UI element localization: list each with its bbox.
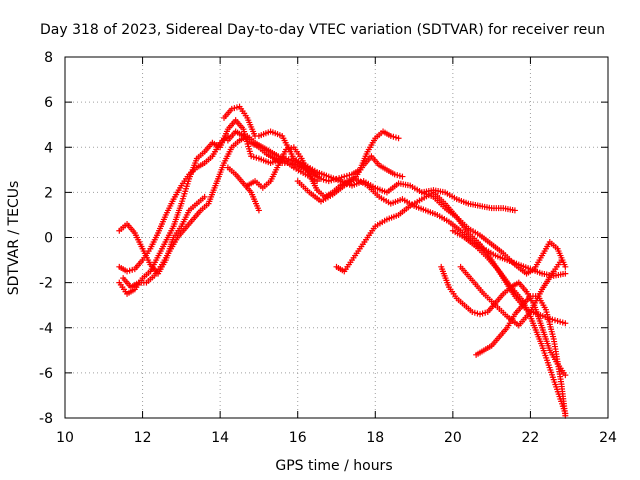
series-sat-b <box>116 132 231 275</box>
axis-ticks <box>64 56 609 419</box>
x-tick-label: 20 <box>444 430 462 446</box>
x-axis-label: GPS time / hours <box>275 458 392 474</box>
x-tick-label: 12 <box>134 430 152 446</box>
data-point <box>562 263 569 270</box>
x-tick-label: 10 <box>56 430 74 446</box>
data-point <box>562 270 569 277</box>
data-point <box>201 193 208 200</box>
data-point <box>395 135 402 142</box>
y-tick-label: -8 <box>39 411 53 427</box>
data-point <box>562 372 569 379</box>
plot-frame <box>64 56 609 419</box>
series-sat-p <box>457 257 565 329</box>
data-points <box>116 103 569 419</box>
series-sat-o <box>418 189 569 277</box>
series-sat-a <box>116 117 321 297</box>
data-point <box>562 410 569 417</box>
y-tick-label: 2 <box>44 185 53 201</box>
x-tick-label: 16 <box>289 430 307 446</box>
y-tick-label: -6 <box>39 366 53 382</box>
data-point <box>255 207 262 214</box>
chart-title: Day 318 of 2023, Sidereal Day-to-day VTE… <box>40 22 605 38</box>
series-sat-j <box>294 175 569 279</box>
x-tick-label: 22 <box>522 430 540 446</box>
y-tick-label: -4 <box>39 321 53 337</box>
x-tick-label: 14 <box>211 430 229 446</box>
y-tick-label: -2 <box>39 276 53 292</box>
x-tick-label: 24 <box>599 430 617 446</box>
y-tick-label: 0 <box>44 231 53 247</box>
y-axis-label: SDTVAR / TECUs <box>6 181 22 296</box>
series-sat-g <box>224 164 262 214</box>
data-point <box>399 173 406 180</box>
data-point <box>558 257 565 264</box>
y-tick-label: 4 <box>44 140 53 156</box>
data-point <box>562 320 569 327</box>
series-sat-e <box>221 103 259 139</box>
y-tick-label: 8 <box>44 50 53 66</box>
grid <box>65 57 608 418</box>
data-point <box>511 207 518 214</box>
x-tick-label: 18 <box>366 430 384 446</box>
series-sat-n <box>449 227 569 417</box>
y-tick-label: 6 <box>44 95 53 111</box>
